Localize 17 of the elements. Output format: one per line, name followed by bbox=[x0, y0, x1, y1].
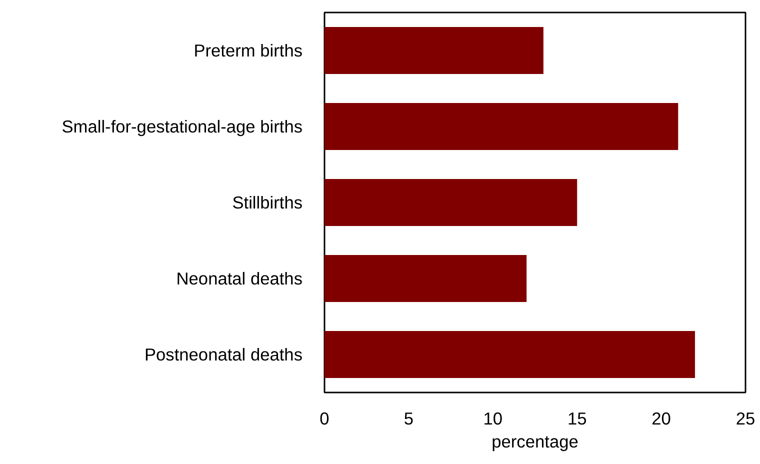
x-axis-title: percentage bbox=[492, 432, 578, 452]
y-tick-label: Preterm births bbox=[194, 40, 303, 60]
bar bbox=[324, 178, 578, 226]
bar bbox=[324, 254, 527, 302]
y-tick-label: Small-for-gestational-age births bbox=[62, 116, 303, 136]
x-tick-label: 25 bbox=[736, 408, 756, 428]
x-tick-label: 5 bbox=[404, 408, 414, 428]
bar bbox=[324, 26, 544, 74]
y-tick-label: Postneonatal deaths bbox=[144, 344, 303, 364]
bar bbox=[324, 330, 695, 378]
x-tick-label: 0 bbox=[320, 408, 330, 428]
y-tick-label: Neonatal deaths bbox=[176, 268, 303, 288]
bar bbox=[324, 102, 678, 150]
y-tick-label: Stillbirths bbox=[232, 192, 303, 212]
x-tick-label: 20 bbox=[652, 408, 671, 428]
x-tick-label: 10 bbox=[483, 408, 503, 428]
x-tick-label: 15 bbox=[567, 408, 587, 428]
